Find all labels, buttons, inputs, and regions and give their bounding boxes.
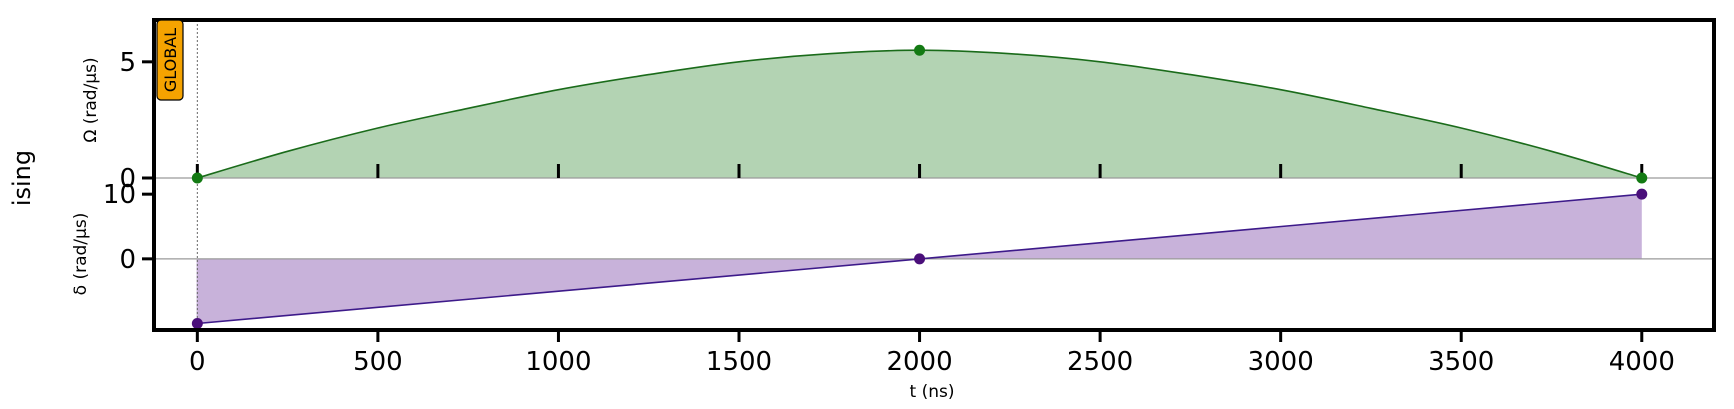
amplitude-marker-2 bbox=[1636, 172, 1648, 184]
detuning-marker-0 bbox=[191, 318, 203, 330]
detuning-y-tick-label-10: 10 bbox=[103, 180, 136, 210]
row-label: ising bbox=[8, 150, 36, 206]
x-tick-label-4000: 4000 bbox=[1609, 347, 1675, 377]
amplitude-marker-1 bbox=[914, 44, 926, 56]
marker-layer bbox=[191, 44, 1648, 330]
x-tick-label-1000: 1000 bbox=[525, 347, 591, 377]
x-tick-label-1500: 1500 bbox=[706, 347, 772, 377]
detuning-y-axis-label: δ (rad/µs) bbox=[71, 213, 91, 296]
x-tick-label-3000: 3000 bbox=[1248, 347, 1314, 377]
x-axis-label: t (ns) bbox=[910, 382, 955, 402]
plot-frame bbox=[152, 18, 1716, 332]
fill-layer bbox=[196, 50, 1642, 324]
amplitude-y-tick-label-0: 0 bbox=[119, 164, 136, 194]
detuning-marker-2 bbox=[1636, 188, 1648, 200]
channel-badge: GLOBAL bbox=[156, 19, 184, 101]
x-tick-label-3500: 3500 bbox=[1428, 347, 1494, 377]
detuning-y-tick-label-0: 0 bbox=[119, 245, 136, 275]
x-tick-label-2000: 2000 bbox=[886, 347, 952, 377]
x-tick-label-0: 0 bbox=[189, 347, 206, 377]
amplitude-area bbox=[197, 50, 1642, 179]
x-tick-label-2500: 2500 bbox=[1067, 347, 1133, 377]
channel-badge-label: GLOBAL bbox=[161, 28, 180, 92]
channel-badge-box bbox=[156, 19, 184, 101]
amplitude-marker-0 bbox=[191, 172, 203, 184]
amplitude-y-tick-label-5: 5 bbox=[119, 48, 136, 78]
detuning-marker-1 bbox=[914, 253, 926, 265]
amplitude-y-axis-label: Ω (rad/µs) bbox=[81, 57, 101, 142]
x-tick-label-500: 500 bbox=[353, 347, 403, 377]
